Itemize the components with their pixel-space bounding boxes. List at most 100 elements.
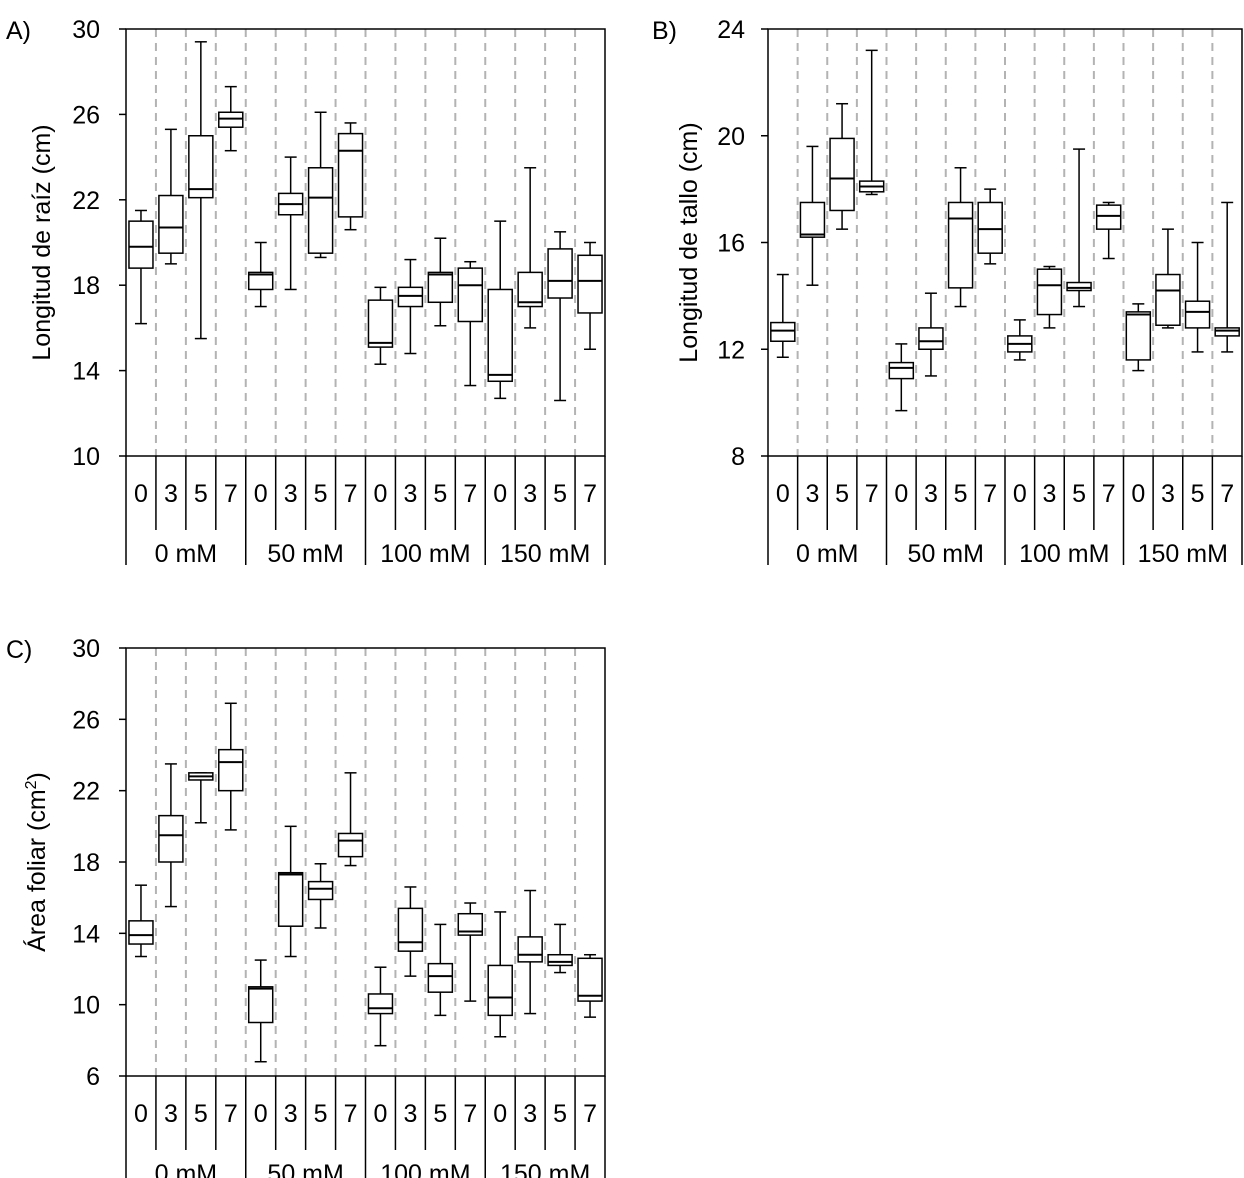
iqr-box: [247, 986, 274, 1024]
day-tick-label: 7: [463, 480, 477, 508]
iqr-box: [277, 871, 304, 927]
iqr-box: [918, 327, 944, 350]
box-100mm-day5: [427, 237, 454, 327]
day-tick-label: 0: [894, 480, 908, 508]
y-tick-label: 8: [731, 443, 745, 471]
iqr-box: [1214, 327, 1240, 337]
day-tick-label: 0: [374, 1100, 388, 1128]
box-150mm-day5: [547, 923, 573, 974]
box-50mm-day3: [277, 156, 304, 291]
y-axis-label-text: Longitud de raíz (cm): [28, 124, 56, 360]
day-tick-label: 0: [493, 1100, 507, 1128]
box-0mm-day0: [128, 209, 154, 325]
box-100mm-day7: [457, 902, 484, 1002]
iqr-box: [128, 220, 154, 269]
iqr-box: [218, 111, 244, 128]
box-150mm-day3: [517, 889, 543, 1015]
day-tick-label: 5: [314, 1100, 328, 1128]
box-50mm-day3: [277, 825, 304, 958]
panel-label: A): [6, 17, 31, 45]
day-tick-label: 0: [134, 480, 148, 508]
iqr-box: [367, 993, 394, 1015]
y-tick-label: 20: [717, 123, 745, 151]
y-tick-label: 10: [72, 443, 100, 471]
iqr-box: [517, 936, 543, 963]
box-0mm-day5: [188, 772, 214, 824]
box-0mm-day5: [829, 102, 855, 230]
group-tick-label: 150 mM: [500, 540, 590, 568]
day-tick-label: 3: [164, 1100, 178, 1128]
y-axis-label-superscript: 2: [23, 780, 40, 789]
iqr-box: [829, 137, 855, 212]
iqr-box: [128, 920, 154, 945]
y-tick-label: 12: [717, 336, 745, 364]
box-100mm-day5: [427, 923, 454, 1017]
y-axis-label: Longitud de raíz (cm): [28, 124, 56, 360]
day-tick-label: 0: [254, 480, 268, 508]
day-tick-label: 3: [924, 480, 938, 508]
iqr-box: [218, 748, 244, 792]
box-0mm-day0: [128, 884, 154, 958]
iqr-box: [1125, 311, 1152, 361]
day-tick-label: 5: [314, 480, 328, 508]
iqr-box: [977, 201, 1003, 254]
y-tick-label: 18: [72, 272, 100, 300]
iqr-box: [1036, 268, 1063, 316]
day-tick-label: 3: [403, 480, 417, 508]
iqr-box: [947, 201, 974, 289]
iqr-box: [517, 271, 543, 308]
box-100mm-day3: [397, 258, 424, 355]
box-150mm-day7: [577, 241, 603, 350]
box-0mm-day7: [218, 85, 244, 152]
box-50mm-day5: [947, 167, 974, 308]
iqr-box: [158, 194, 184, 254]
group-tick-label: 100 mM: [1019, 540, 1109, 568]
iqr-box: [397, 907, 424, 952]
y-tick-label: 14: [72, 920, 100, 948]
day-tick-label: 5: [835, 480, 849, 508]
box-100mm-day3: [397, 886, 424, 977]
iqr-box: [577, 957, 603, 1002]
iqr-box: [337, 132, 364, 218]
group-tick-label: 150 mM: [1138, 540, 1228, 568]
iqr-box: [770, 321, 796, 342]
day-tick-label: 0: [776, 480, 790, 508]
day-tick-label: 7: [865, 480, 879, 508]
group-tick-label: 50 mM: [908, 540, 984, 568]
day-tick-label: 7: [983, 480, 997, 508]
group-tick-label: 0 mM: [796, 540, 859, 568]
iqr-box: [427, 271, 454, 304]
day-tick-label: 7: [344, 480, 358, 508]
day-tick-label: 7: [224, 1100, 238, 1128]
day-tick-label: 7: [1220, 480, 1234, 508]
box-150mm-day5: [547, 231, 573, 402]
day-tick-label: 3: [1161, 480, 1175, 508]
y-tick-label: 30: [72, 16, 100, 44]
iqr-box: [247, 271, 274, 291]
box-50mm-day7: [337, 122, 364, 231]
day-tick-label: 0: [1131, 480, 1145, 508]
day-tick-label: 5: [1072, 480, 1086, 508]
day-tick-label: 3: [164, 480, 178, 508]
box-100mm-day0: [1007, 319, 1033, 361]
box-100mm-day5: [1066, 148, 1092, 308]
group-tick-label: 150 mM: [500, 1160, 590, 1178]
day-tick-label: 7: [224, 480, 238, 508]
day-tick-label: 5: [954, 480, 968, 508]
box-150mm-day3: [1155, 228, 1181, 329]
box-0mm-day3: [799, 145, 826, 286]
day-tick-label: 0: [1013, 480, 1027, 508]
box-100mm-day0: [367, 966, 394, 1047]
group-tick-label: 50 mM: [267, 540, 343, 568]
day-tick-label: 5: [433, 480, 447, 508]
day-tick-label: 3: [403, 1100, 417, 1128]
box-100mm-day0: [367, 286, 394, 365]
day-tick-label: 0: [134, 1100, 148, 1128]
iqr-box: [487, 288, 513, 383]
y-tick-label: 24: [717, 16, 745, 44]
y-tick-label: 10: [72, 992, 100, 1020]
iqr-box: [457, 912, 484, 936]
